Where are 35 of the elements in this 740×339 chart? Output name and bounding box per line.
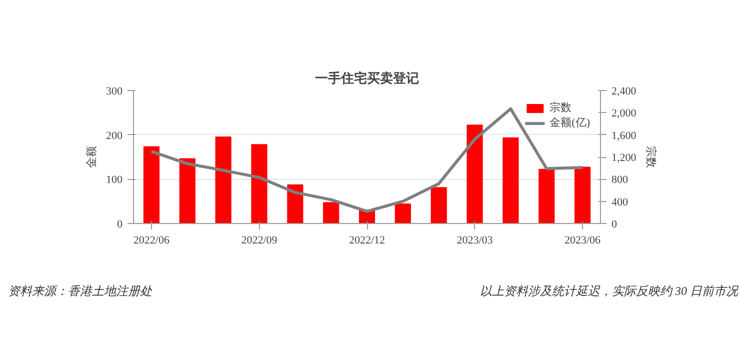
bar	[251, 144, 268, 224]
bar	[323, 202, 340, 224]
y2-tick-label: 400	[612, 196, 628, 208]
x-tick-label: 2022/06	[133, 234, 170, 246]
legend-label: 宗数	[550, 100, 572, 115]
chart-title: 一手住宅买卖登记	[315, 70, 419, 86]
bar	[466, 124, 483, 224]
y-axis-title: 金额	[85, 146, 98, 168]
bar	[430, 187, 447, 224]
bar	[287, 184, 304, 224]
y2-tick-label: 1,600	[612, 130, 637, 142]
y2-tick-label: 0	[612, 218, 618, 230]
x-tick-label: 2023/06	[564, 234, 602, 246]
y-tick-label: 100	[106, 174, 123, 186]
y2-axis-title: 宗数	[644, 146, 658, 168]
y2-tick-label: 800	[612, 174, 628, 186]
y2-tick-label: 1,200	[612, 152, 637, 164]
x-tick-label: 2023/03	[456, 234, 494, 246]
bar	[538, 168, 555, 224]
y-tick-label: 200	[106, 130, 123, 142]
y-tick-label: 0	[117, 218, 123, 230]
legend-label: 金额(亿)	[550, 116, 590, 130]
bar	[502, 137, 519, 224]
x-tick-label: 2022/12	[348, 234, 386, 246]
bar	[143, 146, 160, 224]
bar	[215, 136, 232, 224]
bar	[394, 203, 411, 224]
bar	[179, 158, 196, 224]
y2-tick-label: 2,000	[612, 108, 637, 120]
text: 资料来源：香港土地注册处	[8, 283, 152, 300]
y-tick-label: 300	[106, 86, 123, 98]
x-tick-label: 2022/09	[241, 234, 278, 246]
text: 以上资料涉及统计延迟，实际反映约 30 日前市况	[480, 283, 738, 300]
y2-tick-label: 2,400	[612, 86, 637, 98]
bar	[574, 166, 591, 224]
